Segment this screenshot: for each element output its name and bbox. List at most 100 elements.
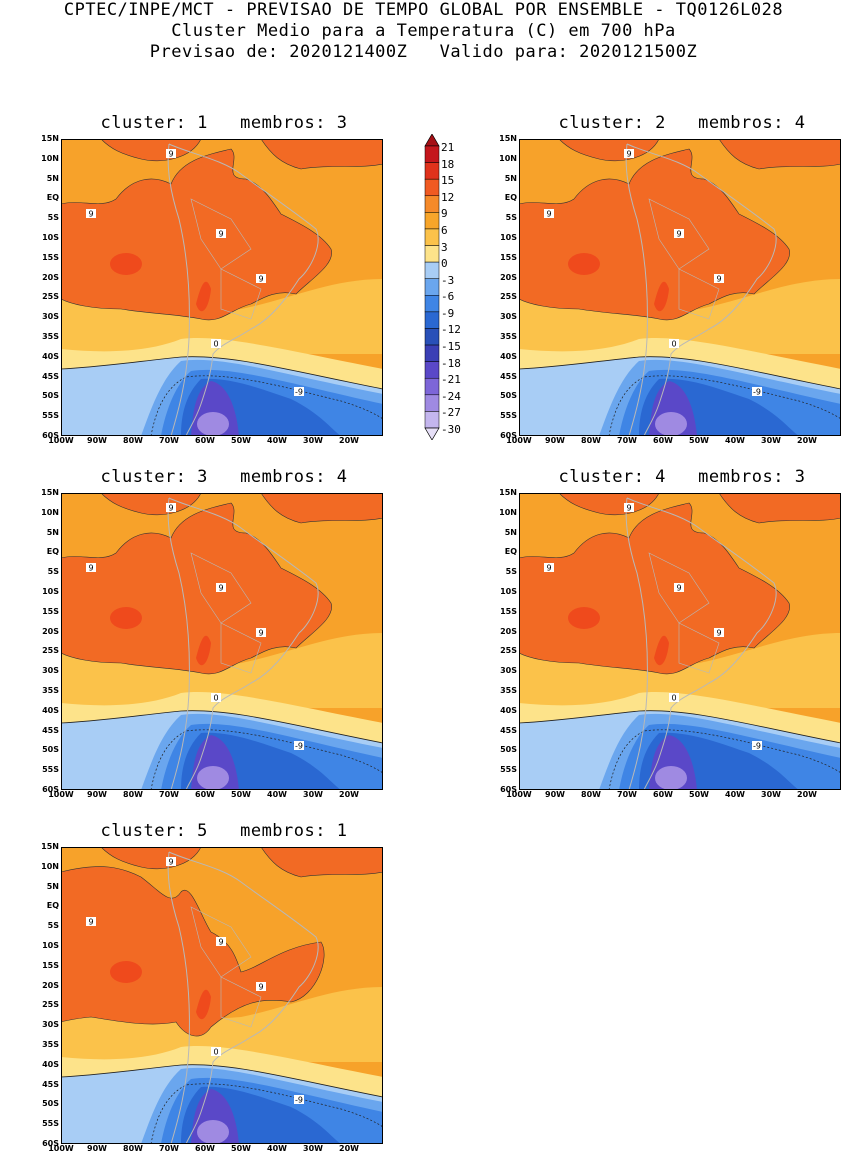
svg-text:-9: -9 bbox=[753, 742, 761, 751]
zero-band bbox=[61, 338, 383, 389]
contour-label-0: 0 bbox=[211, 1047, 221, 1057]
colorbar-swatch bbox=[424, 411, 440, 429]
lat-tick: 55S bbox=[42, 411, 59, 421]
lat-tick: 10S bbox=[42, 941, 59, 950]
lon-tick: 20W bbox=[797, 436, 817, 445]
colorbar-level: 6 bbox=[441, 223, 448, 237]
colorbar-swatch bbox=[424, 245, 440, 263]
contour-label-9: 9 bbox=[216, 229, 226, 239]
lat-tick: 30S bbox=[42, 666, 59, 676]
contour-label-9: 9 bbox=[166, 149, 176, 159]
panel-5-map: 9 9 9 9 0 -9 bbox=[61, 847, 383, 1144]
lon-tick: 50W bbox=[231, 1144, 251, 1153]
lat-tick: 40S bbox=[42, 1059, 59, 1069]
lon-tick: 30W bbox=[303, 790, 323, 799]
lon-tick: 50W bbox=[689, 790, 709, 799]
colorbar-top-arrow bbox=[424, 133, 440, 147]
borders bbox=[648, 552, 720, 674]
contour-label-9: 9 bbox=[674, 229, 684, 239]
colorbar-swatch bbox=[424, 228, 440, 246]
lat-tick: 35S bbox=[42, 686, 59, 695]
lon-tick: 40W bbox=[267, 1144, 287, 1153]
lon-tick: 100W bbox=[48, 1144, 74, 1153]
map-frame bbox=[61, 139, 383, 436]
lat-tick: 20S bbox=[500, 626, 517, 636]
lat-tick: 5N bbox=[46, 881, 59, 891]
colorbar-swatch bbox=[424, 178, 440, 197]
map-frame bbox=[519, 139, 841, 436]
warm-core bbox=[568, 253, 600, 275]
contour-label-0: 0 bbox=[669, 339, 679, 349]
lon-tick: 30W bbox=[761, 436, 781, 445]
zero-contour bbox=[61, 356, 383, 390]
lon-tick: 70W bbox=[617, 790, 637, 799]
colorbar-level: 0 bbox=[441, 257, 448, 271]
lat-tick: 15N bbox=[41, 842, 59, 851]
svg-text:9: 9 bbox=[88, 918, 93, 927]
lat-tick: EQ bbox=[46, 901, 59, 911]
svg-text:9: 9 bbox=[168, 150, 173, 159]
coastline bbox=[626, 143, 777, 436]
panel-3-map: 9 9 9 9 0 -9 bbox=[61, 493, 383, 790]
svg-text:-9: -9 bbox=[295, 1096, 303, 1105]
header-line-2: Cluster Medio para a Temperatura (C) em … bbox=[171, 21, 676, 41]
warm-region-northeast bbox=[718, 493, 841, 524]
lon-tick: 20W bbox=[797, 790, 817, 799]
contour-label-9: 9 bbox=[166, 857, 176, 867]
warm-region-northeast bbox=[260, 139, 383, 170]
lon-tick: 70W bbox=[159, 790, 179, 799]
lat-tick: 60S bbox=[500, 785, 517, 794]
colorbar-bottom-arrow bbox=[424, 427, 440, 441]
lat-tick: 35S bbox=[500, 332, 517, 341]
contour-label-9: 9 bbox=[714, 628, 724, 638]
svg-text:-9: -9 bbox=[295, 388, 303, 397]
cold-core-light bbox=[655, 412, 687, 436]
lat-tick: 50S bbox=[42, 745, 59, 755]
contour-label-0: 0 bbox=[669, 693, 679, 703]
colorbar-swatch bbox=[424, 311, 440, 329]
lon-tick: 60W bbox=[195, 436, 215, 445]
svg-text:9: 9 bbox=[716, 629, 721, 638]
svg-text:9: 9 bbox=[546, 210, 551, 219]
cold-core-light bbox=[197, 1120, 229, 1144]
lat-tick: 20S bbox=[42, 980, 59, 990]
warm-core-south bbox=[654, 281, 669, 312]
warm-core-south bbox=[654, 635, 669, 666]
zero-band bbox=[61, 692, 383, 743]
colorbar bbox=[424, 133, 440, 441]
colorbar-level: -6 bbox=[441, 290, 455, 304]
temperature-field-4: 9 9 9 9 0 -9 bbox=[519, 493, 841, 790]
lon-tick: 40W bbox=[725, 790, 745, 799]
lon-tick: 30W bbox=[303, 1144, 323, 1153]
lat-tick: EQ bbox=[504, 193, 517, 203]
temperature-field-5: 9 9 9 9 0 -9 bbox=[61, 847, 383, 1144]
zero-band bbox=[61, 1046, 383, 1097]
lat-tick: 20S bbox=[42, 272, 59, 282]
lat-tick: 10S bbox=[42, 587, 59, 596]
colorbar-swatch bbox=[424, 212, 440, 230]
borders bbox=[190, 552, 262, 674]
lon-tick: 20W bbox=[339, 790, 359, 799]
lon-tick: 90W bbox=[87, 1144, 107, 1153]
lat-tick: 25S bbox=[500, 292, 517, 302]
borders bbox=[190, 198, 262, 320]
lon-tick: 20W bbox=[339, 436, 359, 445]
coastline bbox=[168, 851, 319, 1144]
lat-tick: 30S bbox=[42, 312, 59, 322]
cold-core-light bbox=[655, 766, 687, 790]
panel-5-title: cluster: 5 membros: 1 bbox=[100, 821, 348, 841]
lat-tick: 60S bbox=[42, 431, 59, 440]
lat-tick: 10S bbox=[500, 587, 517, 596]
colorbar-swatch bbox=[424, 377, 440, 396]
lat-tick: 10S bbox=[500, 233, 517, 242]
svg-text:9: 9 bbox=[258, 983, 263, 992]
lon-tick: 100W bbox=[506, 436, 532, 445]
svg-text:9: 9 bbox=[676, 584, 681, 593]
lon-tick: 40W bbox=[267, 436, 287, 445]
temperature-field-2: 9 9 9 9 0 -9 bbox=[519, 139, 841, 436]
panel-4-title: cluster: 4 membros: 3 bbox=[558, 467, 806, 487]
lat-tick: 25S bbox=[500, 646, 517, 656]
colorbar-level: -30 bbox=[441, 423, 461, 436]
panel-3-title: cluster: 3 membros: 4 bbox=[100, 467, 348, 487]
lat-tick: 15S bbox=[42, 252, 59, 262]
